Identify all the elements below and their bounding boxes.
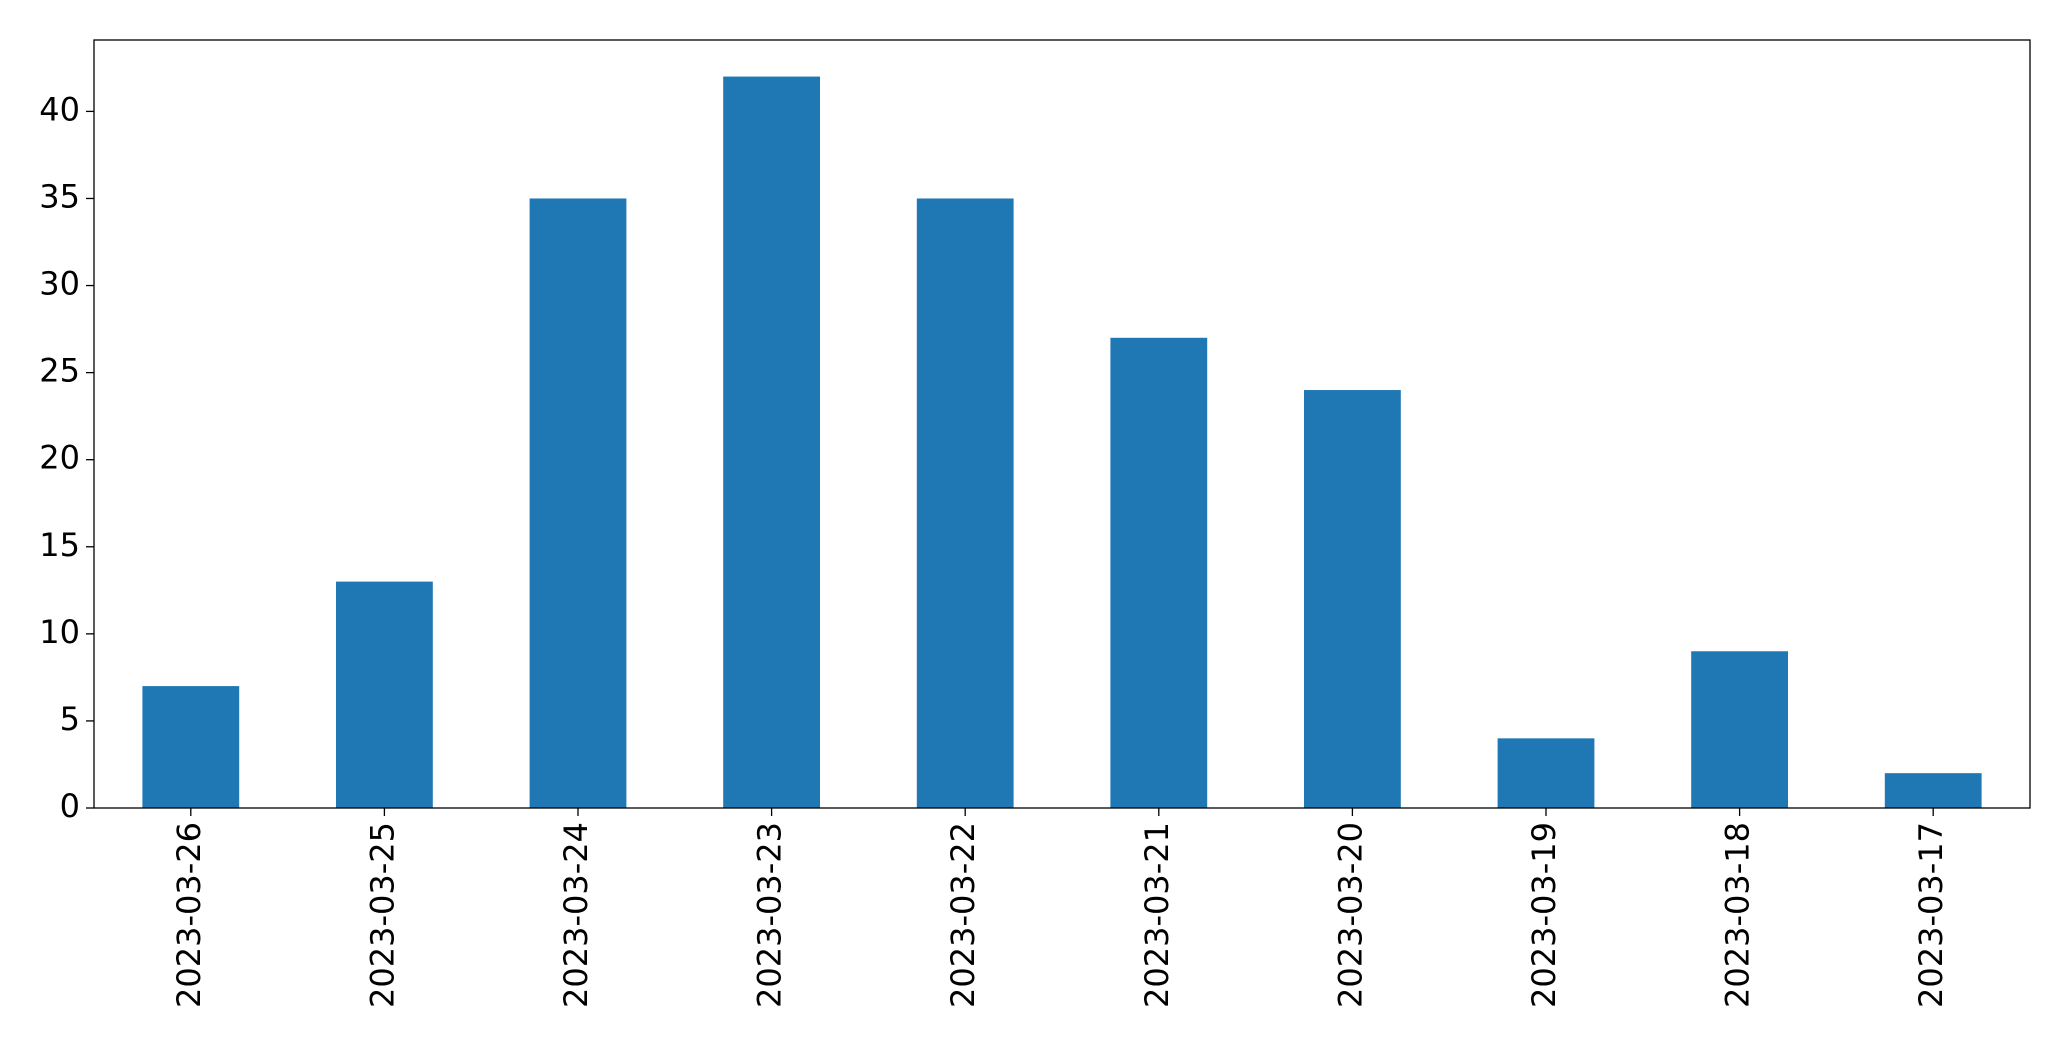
x-tick-label: 2023-03-17	[1912, 822, 1950, 1008]
bar	[723, 76, 820, 809]
bar	[916, 198, 1014, 808]
x-tick-label: 2023-03-26	[170, 822, 208, 1008]
x-tick-label: 2023-03-24	[557, 822, 595, 1008]
x-tick-label: 2023-03-18	[1719, 822, 1757, 1008]
bar	[529, 198, 627, 808]
y-tick-label: 0	[60, 787, 80, 825]
y-tick-label: 20	[39, 439, 80, 477]
y-tick-label: 5	[60, 700, 80, 738]
y-tick-label: 10	[39, 613, 80, 651]
x-tick-label: 2023-03-19	[1525, 822, 1563, 1008]
bar	[142, 686, 240, 808]
y-tick-label: 15	[39, 526, 80, 564]
bar	[1110, 337, 1208, 808]
x-tick-label: 2023-03-22	[944, 822, 982, 1008]
bar	[1884, 773, 1982, 808]
x-tick-label: 2023-03-23	[751, 822, 789, 1008]
bar	[1304, 390, 1401, 808]
x-tick-label: 2023-03-20	[1331, 822, 1369, 1008]
y-tick-label: 40	[39, 90, 80, 128]
x-tick-label: 2023-03-25	[363, 822, 401, 1008]
plot-frame	[93, 39, 2031, 809]
bar	[1691, 651, 1788, 808]
y-tick-label: 25	[39, 352, 80, 390]
y-tick-label: 35	[39, 177, 80, 215]
bar	[1497, 738, 1595, 808]
y-tick-label: 30	[39, 265, 80, 303]
bar	[336, 581, 433, 808]
x-tick-label: 2023-03-21	[1138, 822, 1176, 1008]
